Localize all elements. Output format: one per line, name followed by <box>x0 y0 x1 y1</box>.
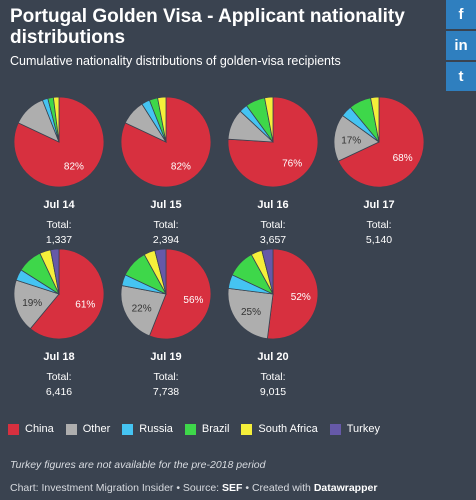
pie-pct-label: 22% <box>132 303 152 314</box>
pie-total-caption: Total: <box>260 371 285 383</box>
pie-date-label: Jul 15 <box>150 199 181 211</box>
footnote: Turkey figures are not available for the… <box>10 459 266 471</box>
legend-item-china: China <box>8 423 54 435</box>
pie-total-value: 6,416 <box>46 386 72 398</box>
pie-total-caption: Total: <box>153 219 178 231</box>
legend-swatch <box>122 423 134 435</box>
pie-slice-other[interactable] <box>333 114 380 162</box>
legend-label: Turkey <box>346 423 380 435</box>
pie-date-label: Jul 14 <box>43 199 75 211</box>
pie-total-value: 2,394 <box>153 234 179 246</box>
linkedin-share-button[interactable]: in <box>446 31 476 60</box>
legend-item-russia: Russia <box>122 423 173 435</box>
chart-subtitle: Cumulative nationality distributions of … <box>10 54 341 68</box>
pie-total-value: 3,657 <box>260 234 286 246</box>
pie-pct-label: 82% <box>171 162 191 173</box>
pie-slice-other[interactable] <box>13 279 60 330</box>
pie-total-value: 5,140 <box>366 234 392 246</box>
pie-pct-label: 19% <box>22 298 42 309</box>
legend-label: South Africa <box>258 423 318 435</box>
pie-pct-label: 17% <box>341 135 361 146</box>
pie-total-caption: Total: <box>260 219 285 231</box>
pie-total-value: 1,337 <box>46 234 72 246</box>
pie-4: 68% 17% Jul 17 Total: 5,140 <box>333 96 425 246</box>
pie-slice-south-africa[interactable] <box>157 96 167 143</box>
pie-date-label: Jul 18 <box>43 351 74 363</box>
pie-7: 52% 25% Jul 20 Total: 9,015 <box>227 248 319 398</box>
legend: China Other Russia Brazil South Africa Turkey <box>8 423 392 435</box>
pie-charts-area: 82% Jul 14 Total: 1,337 82% Jul 15 Total: 2,394… <box>13 96 425 398</box>
pie-pct-label: 68% <box>393 153 413 164</box>
pie-slice-south-africa[interactable] <box>264 96 274 143</box>
pie-6: 56% 22% Jul 19 Total: 7,738 <box>120 248 212 398</box>
chart-title: Portugal Golden Visa - Applicant nationa… <box>10 6 405 48</box>
pie-pct-label: 25% <box>241 307 261 318</box>
legend-label: Russia <box>139 423 173 435</box>
pie-total-value: 9,015 <box>260 386 286 398</box>
pie-slice-south-africa[interactable] <box>370 96 380 143</box>
legend-item-other: Other <box>65 423 111 435</box>
pie-pct-label: 61% <box>75 300 95 311</box>
pie-slice-turkey[interactable] <box>261 248 274 295</box>
pie-slice-china[interactable] <box>266 248 319 340</box>
credit-prefix: Chart: Investment Migration Insider • So… <box>10 482 223 494</box>
legend-swatch <box>241 423 253 435</box>
credit-middle: • Created with <box>242 482 314 494</box>
legend-label: Other <box>82 423 111 435</box>
pie-slice-other[interactable] <box>120 285 167 337</box>
legend-swatch <box>184 423 196 435</box>
pie-1: 82% Jul 14 Total: 1,337 <box>13 96 105 246</box>
pie-slice-turkey[interactable] <box>154 248 167 295</box>
legend-item-south-africa: South Africa <box>241 423 318 435</box>
credit-tool[interactable]: Datawrapper <box>313 482 378 494</box>
pie-date-label: Jul 20 <box>257 351 288 363</box>
pie-slice-china[interactable] <box>148 248 212 340</box>
credit-line: Chart: Investment Migration Insider • So… <box>10 482 377 494</box>
pie-pct-label: 82% <box>64 162 84 173</box>
pie-2: 82% Jul 15 Total: 2,394 <box>120 96 212 246</box>
facebook-share-button[interactable]: f <box>446 0 476 29</box>
twitter-share-button[interactable]: t <box>446 62 476 91</box>
legend-label: China <box>25 423 54 435</box>
pie-5: 61% 19% Jul 18 Total: 6,416 <box>13 248 105 398</box>
pie-3: 76% Jul 16 Total: 3,657 <box>227 96 319 246</box>
social-share-bar: f in t <box>446 0 476 93</box>
pie-total-value: 7,738 <box>153 386 179 398</box>
legend-label: Brazil <box>201 423 230 435</box>
legend-item-turkey: Turkey <box>329 423 380 435</box>
pie-total-caption: Total: <box>366 219 391 231</box>
legend-swatch <box>65 423 77 435</box>
legend-item-brazil: Brazil <box>184 423 230 435</box>
pie-date-label: Jul 17 <box>363 199 394 211</box>
pie-total-caption: Total: <box>46 371 71 383</box>
pie-slice-china[interactable] <box>29 248 105 340</box>
pie-slice-other[interactable] <box>227 287 274 340</box>
legend-swatch <box>8 423 19 435</box>
pie-date-label: Jul 19 <box>150 351 181 363</box>
legend-swatch <box>329 423 341 435</box>
pie-pct-label: 52% <box>291 292 311 303</box>
pie-slice-china[interactable] <box>337 96 425 188</box>
pie-total-caption: Total: <box>46 219 71 231</box>
pie-total-caption: Total: <box>153 371 178 383</box>
credit-source[interactable]: SEF <box>222 482 243 494</box>
pie-slice-turkey[interactable] <box>50 248 60 295</box>
pie-date-label: Jul 16 <box>257 199 288 211</box>
pie-pct-label: 56% <box>183 295 203 306</box>
pie-pct-label: 76% <box>282 158 302 169</box>
pie-slice-south-africa[interactable] <box>52 96 60 143</box>
